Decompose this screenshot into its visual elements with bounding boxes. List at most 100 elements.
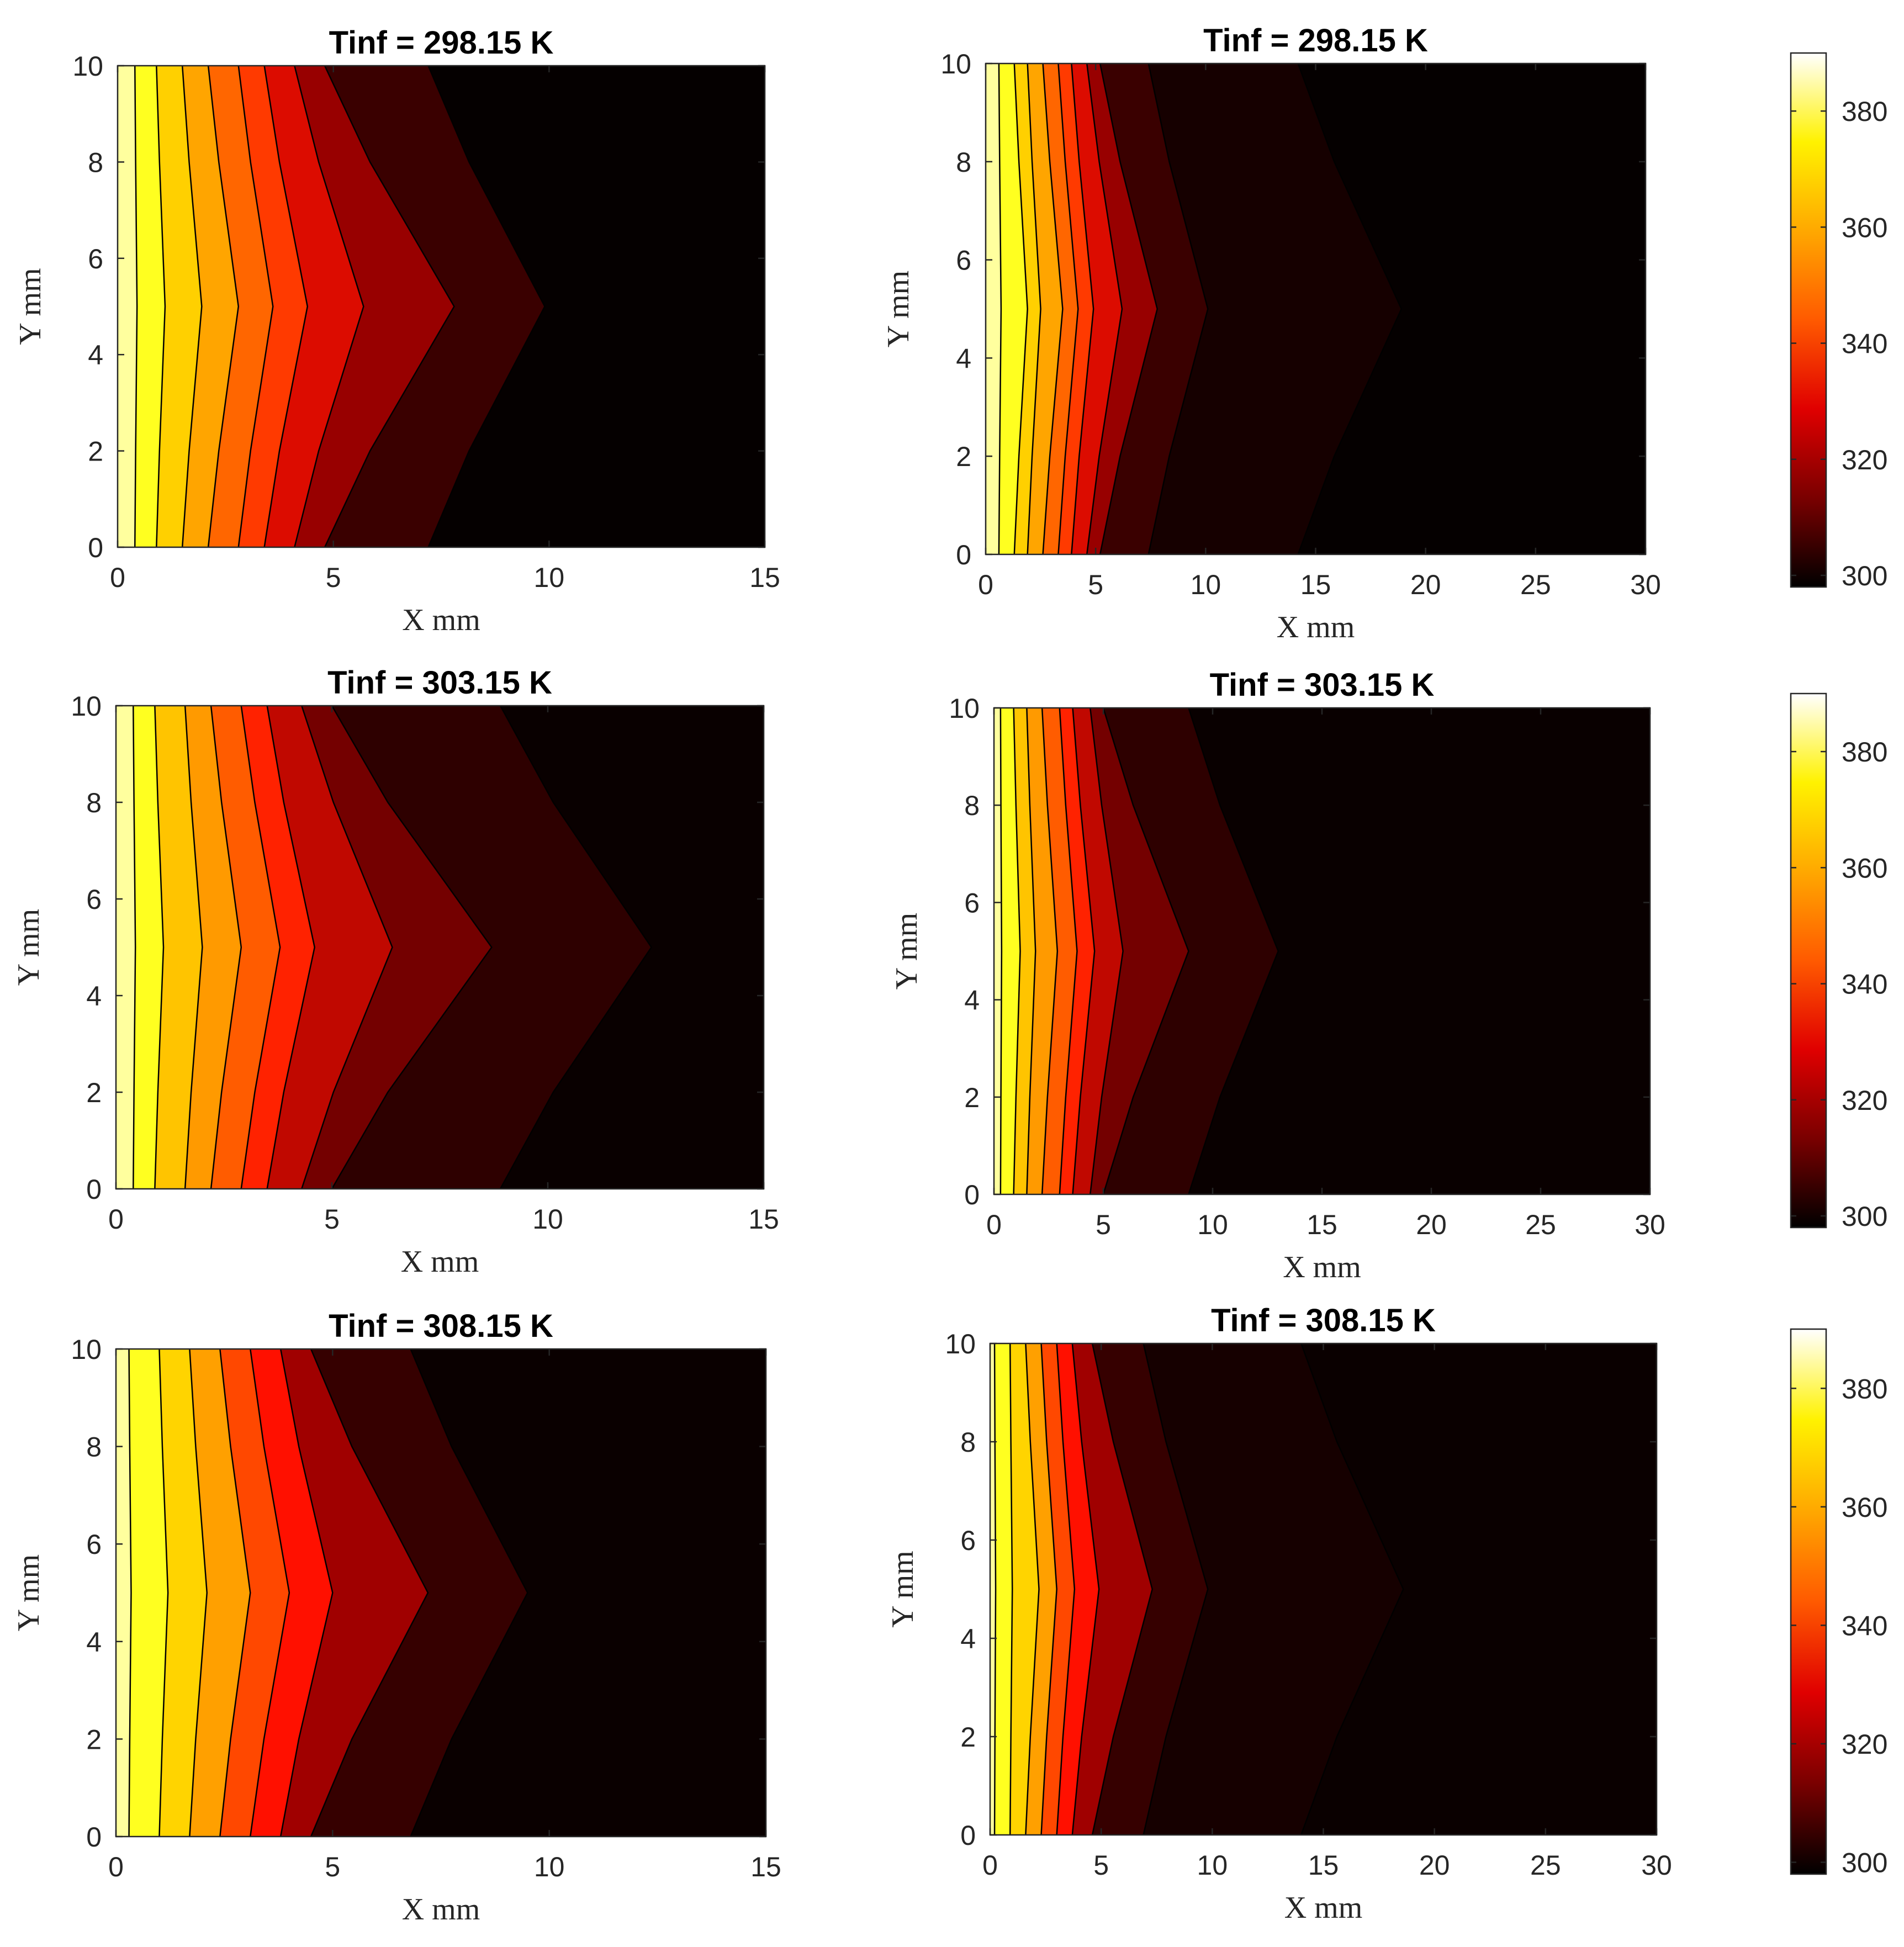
x-tick-label: 10 xyxy=(1197,1850,1228,1881)
y-axis-label: Y mm xyxy=(13,268,47,345)
x-tick-label: 5 xyxy=(1088,569,1103,600)
subplot-title: Tinf = 298.15 K xyxy=(329,25,554,61)
contour-line xyxy=(250,1349,290,1837)
x-tick-label: 0 xyxy=(978,569,993,600)
x-tick-label: 0 xyxy=(110,562,125,593)
y-tick-label: 6 xyxy=(956,245,971,276)
contour-line xyxy=(999,708,1003,1194)
contour-line xyxy=(998,64,1002,554)
y-tick-label: 6 xyxy=(88,244,103,274)
x-tick-label: 5 xyxy=(324,1204,340,1235)
x-tick-label: 5 xyxy=(1096,1209,1111,1240)
contour-line xyxy=(128,1349,132,1837)
x-tick-label: 30 xyxy=(1641,1850,1672,1881)
y-tick-label: 8 xyxy=(960,1427,976,1458)
x-tick-label: 15 xyxy=(748,1204,779,1235)
axes-frame xyxy=(115,1348,767,1838)
colorbar-2: 300 320 340 360 380 xyxy=(1790,692,1887,1232)
contour-fills xyxy=(986,64,1646,554)
x-tick-label: 10 xyxy=(534,1851,565,1882)
subplot-4: 0 5 10 15 20 25 30 0 2 4 6 8 10 Tinf = 303.15 K X mm Y … xyxy=(890,667,1665,1284)
colorbar-tick-label: 300 xyxy=(1842,1848,1887,1879)
y-tick-label: 10 xyxy=(71,1334,102,1365)
y-tick-label: 2 xyxy=(964,1082,980,1113)
contour-line xyxy=(301,706,393,1189)
x-tick-label: 0 xyxy=(108,1851,124,1882)
y-tick-label: 0 xyxy=(956,539,971,570)
contour-line xyxy=(240,706,281,1189)
y-tick-label: 2 xyxy=(956,441,971,472)
subplot-title: Tinf = 303.15 K xyxy=(327,665,552,701)
contour-line xyxy=(184,706,203,1189)
contour-line xyxy=(331,706,493,1189)
contour-line xyxy=(158,1349,169,1837)
contour-line xyxy=(156,66,166,547)
y-tick-label: 2 xyxy=(88,436,103,467)
contour-line xyxy=(1143,1343,1209,1835)
colorbar-tick-label: 360 xyxy=(1842,853,1887,883)
contour-band xyxy=(986,64,1001,554)
contour-line xyxy=(294,66,364,547)
y-tick-label: 4 xyxy=(960,1623,976,1654)
x-tick-label: 30 xyxy=(1630,569,1661,600)
contour-line xyxy=(993,1343,997,1835)
contour-fills xyxy=(116,1349,766,1837)
colorbar-tick-label: 340 xyxy=(1842,329,1887,359)
y-tick-label: 6 xyxy=(86,884,102,915)
colorbar-tick-label: 340 xyxy=(1842,1610,1887,1641)
contour-line xyxy=(266,706,315,1189)
contour-line xyxy=(1072,708,1096,1194)
x-axis-label: X mm xyxy=(402,603,480,637)
contour-line xyxy=(1042,64,1064,554)
contour-line xyxy=(134,66,138,547)
x-tick-label: 5 xyxy=(326,562,341,593)
subplots: 0 5 10 15 0 2 4 6 8 10 Tinf = 298.15 K X mm Y mm 0 5 10… xyxy=(12,23,1672,1927)
subplot-3: 0 5 10 15 0 2 4 6 8 10 Tinf = 303.15 K X mm Y mm xyxy=(12,665,779,1279)
y-tick-label: 2 xyxy=(86,1724,102,1755)
x-tick-label: 15 xyxy=(750,1851,781,1882)
colorbar-tick-label: 320 xyxy=(1842,1729,1887,1760)
contour-line xyxy=(1025,1343,1040,1835)
y-tick-label: 4 xyxy=(964,985,980,1016)
colorbar-gradient xyxy=(1790,692,1827,1229)
y-tick-label: 8 xyxy=(86,1432,102,1463)
contour-line xyxy=(237,66,274,547)
contour-line xyxy=(189,1349,208,1837)
x-tick-label: 30 xyxy=(1635,1209,1665,1240)
contour-line xyxy=(324,66,455,547)
x-tick-label: 10 xyxy=(532,1204,563,1235)
contour-line xyxy=(310,1349,429,1837)
contour-line xyxy=(207,66,240,547)
contour-line xyxy=(1057,64,1079,554)
contour-line xyxy=(219,1349,251,1837)
contour-line xyxy=(1009,1343,1013,1835)
colorbar-tick-label: 300 xyxy=(1842,560,1887,591)
contour-band xyxy=(994,708,1002,1194)
y-axis-label: Y mm xyxy=(886,1551,920,1627)
y-tick-label: 10 xyxy=(949,693,980,724)
x-tick-label: 15 xyxy=(1308,1850,1339,1881)
x-tick-label: 15 xyxy=(749,562,780,593)
contour-fills xyxy=(116,706,764,1189)
y-tick-label: 10 xyxy=(72,51,103,82)
subplot-title: Tinf = 303.15 K xyxy=(1210,667,1435,703)
contour-line xyxy=(1026,708,1036,1194)
y-tick-label: 0 xyxy=(960,1820,976,1851)
colorbar-tick-label: 320 xyxy=(1842,1085,1887,1116)
contour-line xyxy=(1027,64,1041,554)
contour-fills xyxy=(994,708,1650,1194)
contour-line xyxy=(427,66,546,547)
y-axis-label: Y mm xyxy=(881,271,916,347)
colorbar-tick-label: 380 xyxy=(1842,737,1887,768)
x-axis-label: X mm xyxy=(1283,1250,1361,1284)
x-tick-label: 20 xyxy=(1410,569,1441,600)
x-axis-label: X mm xyxy=(1277,610,1355,644)
y-axis-label: Y mm xyxy=(890,913,924,990)
contour-line xyxy=(1071,64,1094,554)
contour-line xyxy=(1056,1343,1076,1835)
x-tick-label: 10 xyxy=(534,562,565,593)
contour-line xyxy=(210,706,242,1189)
y-tick-label: 4 xyxy=(88,340,103,371)
x-tick-label: 25 xyxy=(1520,569,1551,600)
